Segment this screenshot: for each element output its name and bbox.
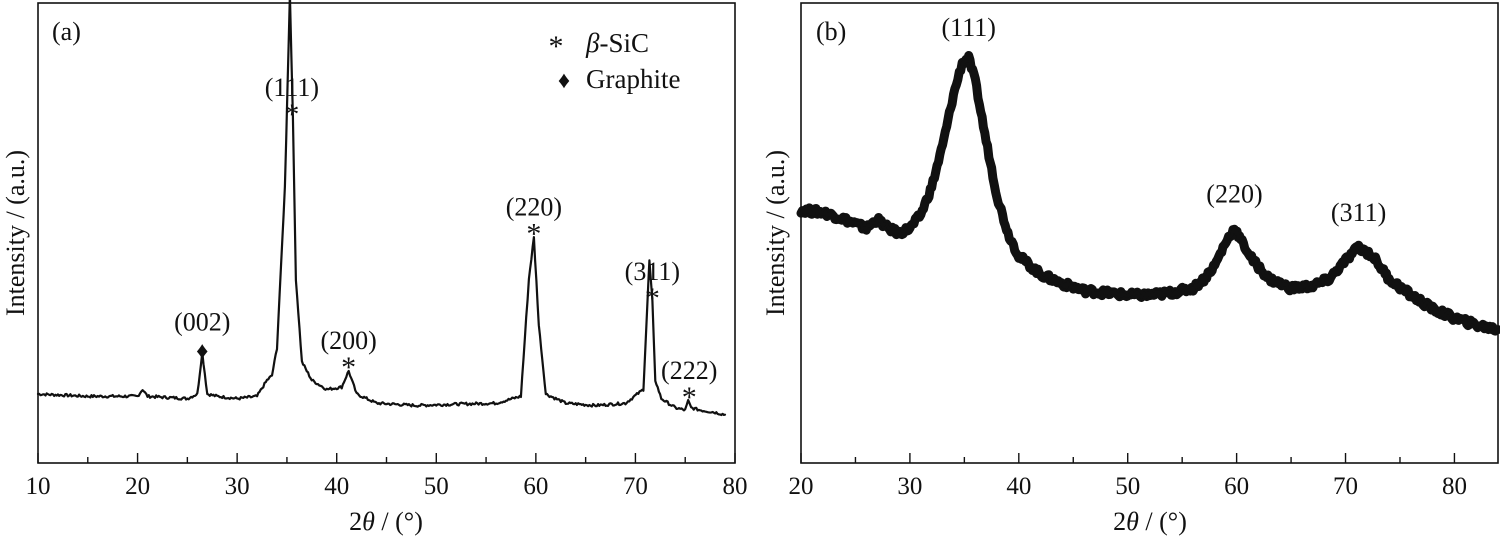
x-tick-label: 80	[723, 473, 748, 500]
peak-label: (311)	[625, 257, 680, 286]
peak-label: (311)	[1331, 198, 1386, 227]
legend-graphite-marker: ♦	[558, 68, 570, 94]
peak-marker: ♦	[196, 339, 208, 365]
peak-marker: *	[284, 98, 299, 131]
peak-label: (002)	[174, 308, 230, 337]
panel-a-xlabel-suffix: / (°)	[375, 507, 423, 536]
x-tick-label: 60	[523, 473, 548, 500]
panel-a-xlabel-theta: θ	[362, 507, 375, 536]
x-tick-label: 40	[324, 473, 349, 500]
x-tick-label: 10	[26, 473, 51, 500]
legend-sic-label: β-SiC	[585, 28, 649, 58]
panel-b-peak-annotations: (111) (220) (311)	[942, 13, 1387, 227]
peak-marker: *	[645, 282, 660, 315]
peak-label: (220)	[506, 193, 562, 222]
peak-label: (200)	[320, 326, 376, 355]
panel-a-xlabel-prefix: 2	[349, 507, 362, 536]
x-tick-label: 30	[225, 473, 250, 500]
peak-marker: *	[526, 218, 541, 251]
panel-a-series-line	[36, 0, 727, 417]
peak-label: (222)	[661, 356, 717, 385]
legend-sic-beta: β	[585, 28, 600, 58]
panel-b-xlabel-theta: θ	[1126, 507, 1139, 536]
legend-sic-marker: *	[549, 30, 564, 63]
x-tick-label: 70	[1333, 473, 1358, 500]
panel-b-frame	[800, 2, 1499, 464]
panel-b-series-line	[796, 51, 1500, 336]
x-tick-label: 70	[623, 473, 648, 500]
peak-label: (111)	[265, 73, 319, 102]
x-tick-label: 50	[424, 473, 449, 500]
panel-a-y-axis-label: Intensity / (a.u.)	[1, 150, 30, 316]
x-tick-label: 40	[1006, 473, 1031, 500]
x-tick-label: 20	[789, 473, 814, 500]
peak-label: (220)	[1206, 179, 1262, 208]
panel-b: 20 30 40 50 60 70 80 (111) (220) (311) (b) 2θ / …	[761, 2, 1500, 536]
panel-a-x-axis-label: 2θ / (°)	[349, 507, 423, 536]
legend-sic-text: -SiC	[599, 28, 649, 58]
panel-b-xlabel-prefix: 2	[1113, 507, 1126, 536]
legend-graphite-label: Graphite	[586, 64, 680, 94]
panel-b-series-line-core	[799, 54, 1500, 333]
panel-a-x-ticks	[37, 453, 736, 463]
x-tick-label: 50	[1115, 473, 1140, 500]
x-tick-label: 20	[125, 473, 150, 500]
panel-b-y-axis-label: Intensity / (a.u.)	[761, 150, 790, 316]
x-tick-label: 30	[897, 473, 922, 500]
panel-b-x-axis-label: 2θ / (°)	[1113, 507, 1187, 536]
peak-marker: *	[682, 381, 697, 414]
panel-a-legend: * β-SiC ♦ Graphite	[549, 28, 681, 94]
panel-a-x-tick-labels: 10 20 30 40 50 60 70 80	[26, 473, 748, 500]
panel-b-x-ticks	[800, 453, 1456, 463]
panel-a-label: (a)	[52, 17, 81, 46]
panel-b-label: (b)	[816, 17, 846, 46]
x-tick-label: 80	[1442, 473, 1467, 500]
peak-label: (111)	[942, 13, 996, 42]
x-tick-label: 60	[1224, 473, 1249, 500]
panel-b-x-tick-labels: 20 30 40 50 60 70 80	[789, 473, 1467, 500]
panel-a-peak-annotations: ♦(002)*(111)*(200)*(220)*(311)*(222)	[174, 73, 717, 414]
peak-marker: *	[341, 351, 356, 384]
panel-b-xlabel-suffix: / (°)	[1139, 507, 1187, 536]
panel-a: 10 20 30 40 50 60 70 80 ♦(002)*(111)*(200)*(220…	[1, 0, 748, 536]
